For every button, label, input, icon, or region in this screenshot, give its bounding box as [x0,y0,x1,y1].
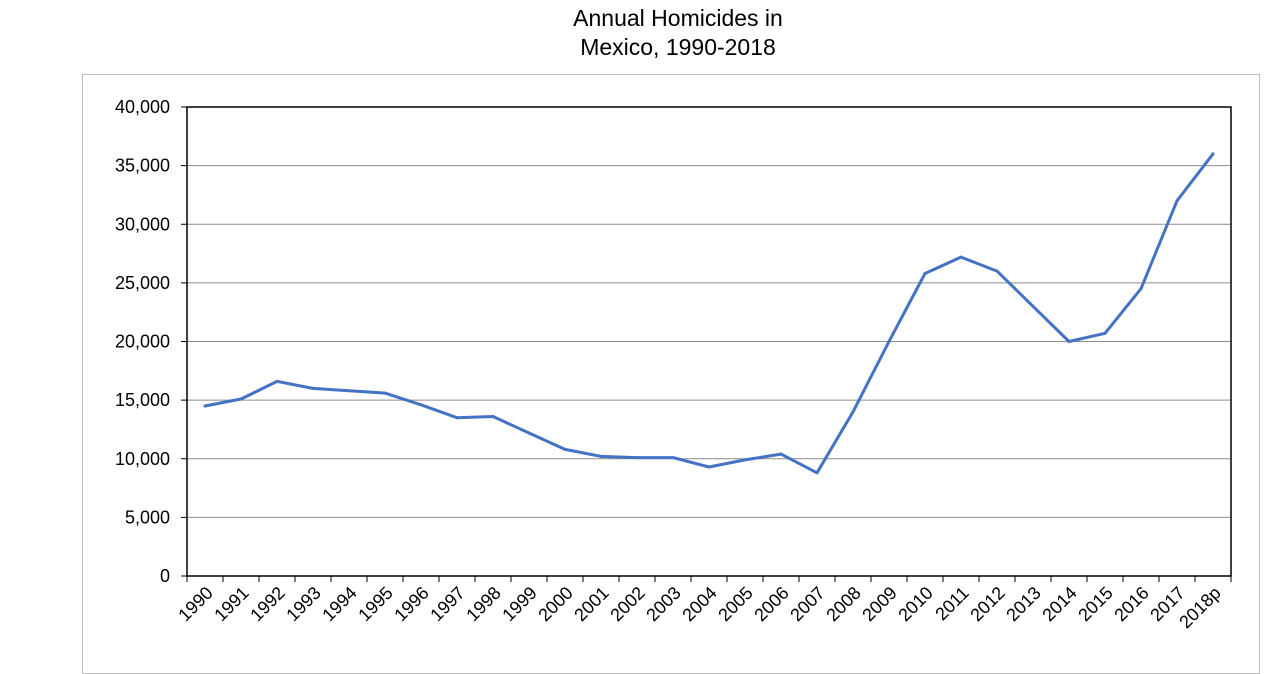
data-point [1139,287,1143,291]
x-tick-label: 1993 [282,583,324,625]
data-point [455,416,459,420]
data-point [1067,340,1071,343]
data-point [347,389,351,393]
x-tick-label: 2012 [966,583,1008,625]
series-group [203,152,1215,475]
y-tick-label: 10,000 [115,449,170,469]
data-point [923,272,927,275]
data-point [959,255,963,259]
data-point [599,454,603,458]
x-tick-label: 1991 [210,583,252,625]
data-point [383,391,387,395]
data-point [1211,152,1215,156]
y-tick-label: 30,000 [115,214,170,234]
data-point [239,397,243,401]
data-point [419,403,423,407]
y-axis-ticks: 0 5,000 10,000 15,000 20,000 25,000 30,000 35,0… [115,97,187,586]
x-tick-label: 1995 [354,583,396,625]
y-tick-label: 40,000 [115,97,170,117]
x-tick-label: 2016 [1110,583,1152,625]
data-point [779,452,783,456]
x-tick-label: 1994 [318,583,360,625]
data-point [635,456,639,460]
y-tick-label: 5,000 [125,507,170,527]
y-tick-label: 0 [160,566,170,586]
x-tick-label: 2008 [822,583,864,625]
data-point [887,340,891,343]
data-point [203,404,207,408]
data-point [815,471,819,475]
chart-title: Annual Homicides in Mexico, 1990-2018 [0,4,1274,62]
x-tick-label: 2013 [1002,583,1044,625]
data-point [851,410,855,414]
x-tick-label: 1999 [498,583,540,625]
data-point [527,431,531,435]
data-point [491,415,495,418]
x-tick-label: 1992 [246,583,288,625]
data-point [1031,304,1035,308]
x-tick-label: 1998 [462,583,504,625]
chart-title-line-2: Mexico, 1990-2018 [580,34,776,60]
y-tick-label: 15,000 [115,390,170,410]
x-tick-label: 2009 [858,583,900,625]
series-line [203,152,1215,475]
x-axis-ticks: 1990199119921993199419951996199719981999… [174,576,1232,633]
x-tick-label: 2002 [606,583,648,625]
y-tick-label: 20,000 [115,332,170,352]
data-point [275,379,279,383]
x-tick-label: 2004 [678,583,720,625]
x-tick-label: 2010 [894,583,936,625]
x-tick-label: 2005 [714,583,756,625]
data-point [311,386,315,390]
x-tick-label: 2014 [1038,583,1080,625]
x-tick-label: 2007 [786,583,828,625]
x-tick-label: 2003 [642,583,684,625]
plot-area-border [186,106,1232,577]
data-point [1175,199,1179,203]
x-tick-label: 2011 [931,583,973,625]
x-tick-label: 1990 [174,583,216,625]
chart-title-line-1: Annual Homicides in [573,5,783,31]
gridlines [187,165,1231,518]
data-point [563,447,567,451]
x-tick-label: 2018p [1175,583,1225,633]
x-tick-label: 2000 [534,583,576,625]
data-point [1103,331,1107,335]
data-point [671,456,675,460]
x-tick-label: 1997 [426,583,468,625]
data-point [707,465,711,469]
x-tick-label: 2001 [570,583,612,625]
data-point [995,269,999,273]
x-tick-label: 1996 [390,583,432,625]
x-tick-label: 2006 [750,583,792,625]
x-tick-label: 2015 [1074,583,1116,625]
data-point [743,458,747,462]
y-tick-label: 25,000 [115,273,170,293]
y-tick-label: 35,000 [115,156,170,176]
